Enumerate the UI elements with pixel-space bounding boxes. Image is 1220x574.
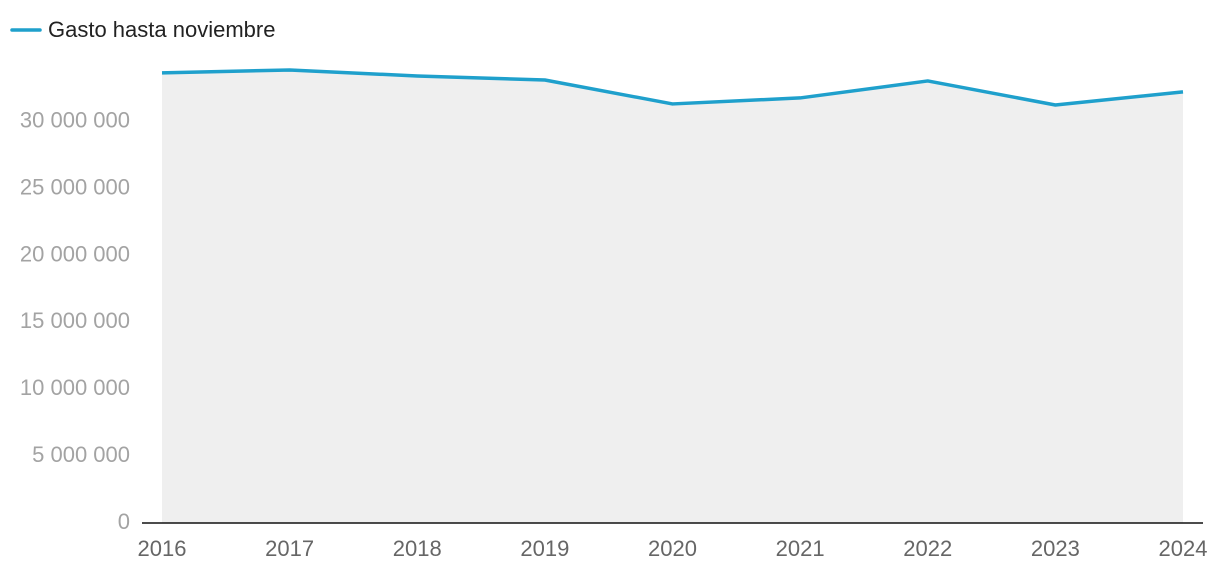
x-tick-label: 2019 xyxy=(520,536,569,561)
area xyxy=(162,69,1183,523)
y-tick-label: 25 000 000 xyxy=(20,175,130,200)
y-tick-label: 15 000 000 xyxy=(20,308,130,333)
y-tick-label: 30 000 000 xyxy=(20,108,130,133)
x-tick-label: 2021 xyxy=(776,536,825,561)
y-tick-label: 10 000 000 xyxy=(20,375,130,400)
x-tick-label: 2018 xyxy=(393,536,442,561)
x-tick-label: 2020 xyxy=(648,536,697,561)
y-tick-label: 0 xyxy=(118,509,130,534)
x-tick-label: 2016 xyxy=(138,536,187,561)
legend-label: Gasto hasta noviembre xyxy=(48,17,275,42)
line xyxy=(161,68,1184,107)
y-tick-label: 20 000 000 xyxy=(20,241,130,266)
x-tick-label: 2022 xyxy=(903,536,952,561)
x-tick-label: 2017 xyxy=(265,536,314,561)
y-tick-label: 5 000 000 xyxy=(32,442,130,467)
x-tick-label: 2023 xyxy=(1031,536,1080,561)
x-tick-label: 2024 xyxy=(1159,536,1208,561)
